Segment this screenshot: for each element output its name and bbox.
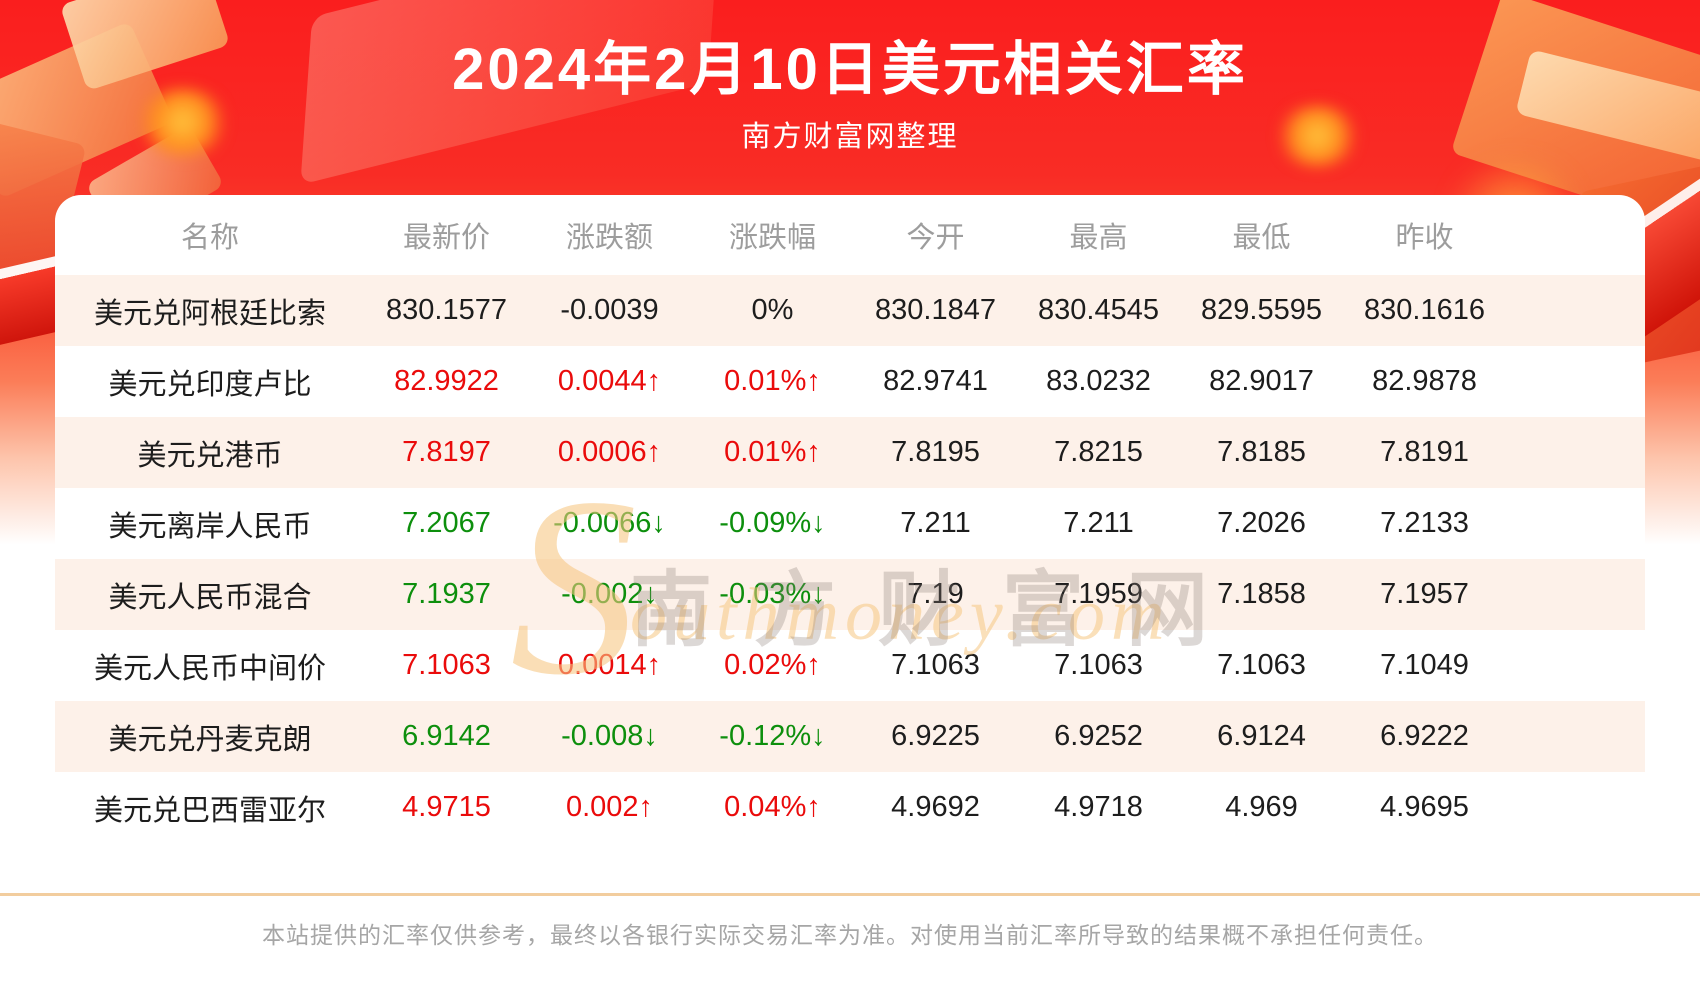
column-header: 最高 [1069,222,1128,254]
low-cell: 7.1063 [1217,649,1306,681]
spacer-cell [1506,630,1645,701]
name-cell: 美元兑印度卢比 [108,368,312,401]
name-cell: 美元兑丹麦克朗 [55,701,365,772]
column-header: 今开 [906,222,965,254]
change-pct-cell: 0.01%↑ [724,365,821,397]
open-cell: 7.211 [900,507,971,539]
page-title: 2024年2月10日美元相关汇率 [452,37,1248,102]
low-cell: 4.969 [1225,791,1298,823]
change-pct-cell: 0% [691,275,854,346]
change-pct-cell: 0.01%↑ [691,417,854,488]
spacer-cell [1506,488,1645,559]
prev-close-cell: 7.8191 [1343,417,1506,488]
table-row: 美元兑印度卢比 82.9922 0.0044↑ 0.01%↑ 82.9741 83.023… [55,346,1645,417]
prev-close-cell: 7.1049 [1380,649,1469,681]
spacer-cell [1506,417,1645,488]
table-row: 美元离岸人民币 7.2067 -0.0066↓ -0.09%↓ 7.211 7.211 7.… [55,488,1645,559]
column-header: 涨跌幅 [728,222,816,254]
change-cell: -0.002↓ [528,559,691,630]
name-cell: 美元兑巴西雷亚尔 [93,794,326,826]
table-row: 美元人民币中间价 7.1063 0.0014↑ 0.02%↑ 7.1063 7.1063 7… [55,630,1645,701]
spacer-cell [1506,701,1645,772]
low-cell: 7.8185 [1180,417,1343,488]
last-price-cell: 6.9142 [365,701,528,772]
change-cell: 0.0044↑ [557,365,662,397]
rates-table-body: 美元兑阿根廷比索 830.1577 -0.0039 0% 830.1847 830.454… [55,275,1645,825]
high-cell: 7.8215 [1017,417,1180,488]
rates-table: 名称 最新价 涨跌额 涨跌幅 今开 最高 最低 昨收 美元兑阿根廷比索 830.1577 -0.0… [55,195,1645,825]
last-price-cell: 7.1937 [365,559,528,630]
change-pct-cell: -0.03%↓ [691,559,854,630]
column-header: 最低 [1232,222,1291,254]
high-cell: 7.211 [1063,507,1134,539]
open-cell: 7.1063 [891,649,980,681]
open-cell: 7.8195 [854,417,1017,488]
name-cell: 美元人民币混合 [55,559,365,630]
high-cell: 7.1959 [1017,559,1180,630]
spacer-cell [1506,275,1645,346]
name-cell: 美元兑阿根廷比索 [55,275,365,346]
column-header: 名称 [180,222,239,254]
high-cell: 830.4545 [1017,275,1180,346]
spacer-cell [1506,559,1645,630]
prev-close-cell: 4.9695 [1380,791,1469,823]
high-cell: 4.9718 [1054,791,1143,823]
open-cell: 4.9692 [891,791,980,823]
footer-divider [0,893,1700,896]
open-cell: 82.9741 [883,365,988,397]
high-cell: 6.9252 [1017,701,1180,772]
open-cell: 830.1847 [854,275,1017,346]
name-cell: 美元兑港币 [55,417,365,488]
spacer-cell [1506,346,1645,417]
name-cell: 美元人民币中间价 [93,652,326,685]
high-cell: 83.0232 [1046,365,1151,397]
change-cell: -0.008↓ [528,701,691,772]
table-row: 美元兑巴西雷亚尔 4.9715 0.002↑ 0.04%↑ 4.9692 4.9718 4.… [55,772,1645,825]
last-price-cell: 830.1577 [365,275,528,346]
prev-close-cell: 830.1616 [1343,275,1506,346]
column-header: 涨跌额 [565,222,653,254]
change-cell: 0.002↑ [565,791,654,823]
change-cell: 0.0014↑ [557,649,662,681]
rates-table-header-row: 名称 最新价 涨跌额 涨跌幅 今开 最高 最低 昨收 [55,195,1645,275]
change-cell: -0.0066↓ [553,507,666,539]
low-cell: 7.1858 [1180,559,1343,630]
low-cell: 6.9124 [1180,701,1343,772]
last-price-cell: 4.9715 [402,791,491,823]
low-cell: 7.2026 [1217,507,1306,539]
table-row: 美元兑港币 7.8197 0.0006↑ 0.01%↑ 7.8195 7.8215 7.81… [55,417,1645,488]
disclaimer-text: 本站提供的汇率仅供参考，最终以各银行实际交易汇率为准。对使用当前汇率所导致的结果… [262,922,1438,948]
table-row: 美元兑丹麦克朗 6.9142 -0.008↓ -0.12%↓ 6.9225 6.9252 6… [55,701,1645,772]
change-pct-cell: -0.09%↓ [719,507,826,539]
spacer-header [1506,195,1645,275]
prev-close-cell: 7.2133 [1380,507,1469,539]
open-cell: 7.19 [854,559,1017,630]
last-price-cell: 7.2067 [402,507,491,539]
prev-close-cell: 7.1957 [1343,559,1506,630]
page-subtitle: 南方财富网整理 [741,121,959,153]
rates-table-card: 名称 最新价 涨跌额 涨跌幅 今开 最高 最低 昨收 美元兑阿根廷比索 830.1577 -0.0… [55,195,1645,825]
change-pct-cell: -0.12%↓ [691,701,854,772]
last-price-cell: 7.8197 [365,417,528,488]
prev-close-cell: 6.9222 [1343,701,1506,772]
table-row: 美元兑阿根廷比索 830.1577 -0.0039 0% 830.1847 830.454… [55,275,1645,346]
column-header: 昨收 [1395,222,1454,254]
change-cell: -0.0039 [528,275,691,346]
spacer-cell [1506,772,1645,825]
change-cell: 0.0006↑ [528,417,691,488]
column-header: 最新价 [402,222,490,254]
table-row: 美元人民币混合 7.1937 -0.002↓ -0.03%↓ 7.19 7.1959 7.1… [55,559,1645,630]
last-price-cell: 7.1063 [402,649,491,681]
name-cell: 美元离岸人民币 [108,510,312,543]
last-price-cell: 82.9922 [394,365,499,397]
prev-close-cell: 82.9878 [1372,365,1477,397]
change-pct-cell: 0.02%↑ [724,649,821,681]
low-cell: 829.5595 [1180,275,1343,346]
open-cell: 6.9225 [854,701,1017,772]
change-pct-cell: 0.04%↑ [724,791,821,823]
low-cell: 82.9017 [1209,365,1314,397]
high-cell: 7.1063 [1054,649,1143,681]
